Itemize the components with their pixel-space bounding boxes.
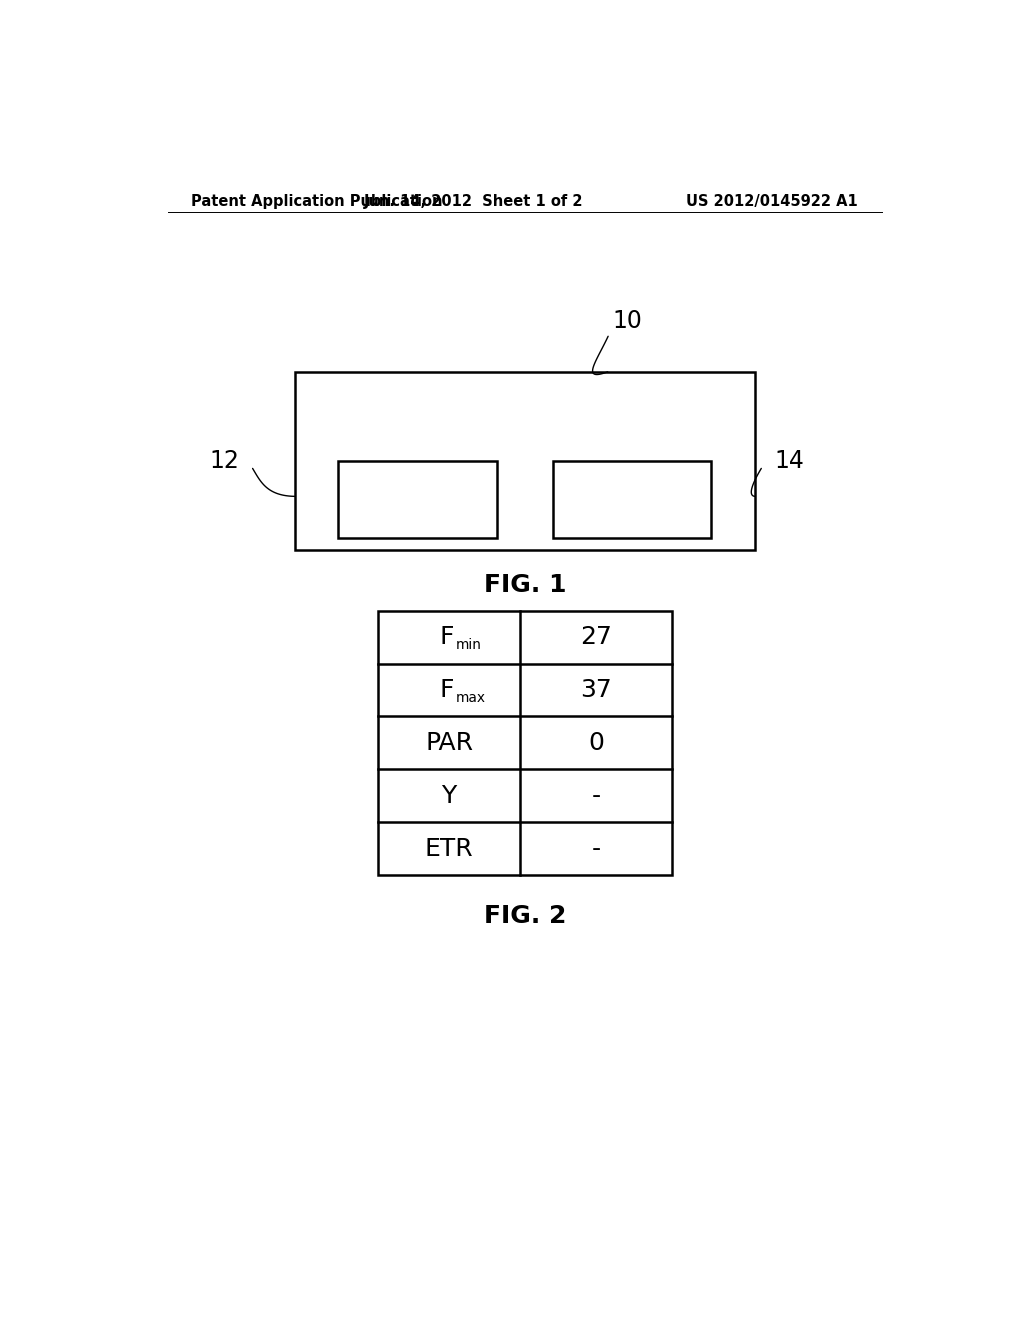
Text: FIG. 2: FIG. 2 bbox=[483, 904, 566, 928]
Text: F: F bbox=[439, 626, 455, 649]
Text: -: - bbox=[592, 837, 600, 861]
Text: max: max bbox=[456, 692, 485, 705]
Text: 27: 27 bbox=[580, 626, 612, 649]
Bar bbox=[378, 611, 672, 875]
Bar bbox=[553, 461, 712, 537]
Text: FIG. 1: FIG. 1 bbox=[483, 573, 566, 597]
Text: Y: Y bbox=[441, 784, 457, 808]
Text: min: min bbox=[456, 639, 481, 652]
Text: PAR: PAR bbox=[425, 731, 473, 755]
Text: -: - bbox=[592, 784, 600, 808]
Text: 10: 10 bbox=[612, 309, 642, 333]
Text: US 2012/0145922 A1: US 2012/0145922 A1 bbox=[686, 194, 858, 209]
Text: 0: 0 bbox=[588, 731, 604, 755]
Text: Patent Application Publication: Patent Application Publication bbox=[191, 194, 443, 209]
Bar bbox=[295, 372, 755, 549]
Bar bbox=[338, 461, 497, 537]
Text: Jun. 14, 2012  Sheet 1 of 2: Jun. 14, 2012 Sheet 1 of 2 bbox=[364, 194, 583, 209]
Text: F: F bbox=[439, 678, 455, 702]
Text: 12: 12 bbox=[209, 449, 239, 474]
Text: ETR: ETR bbox=[425, 837, 473, 861]
Text: 14: 14 bbox=[775, 449, 805, 474]
Text: 37: 37 bbox=[581, 678, 612, 702]
